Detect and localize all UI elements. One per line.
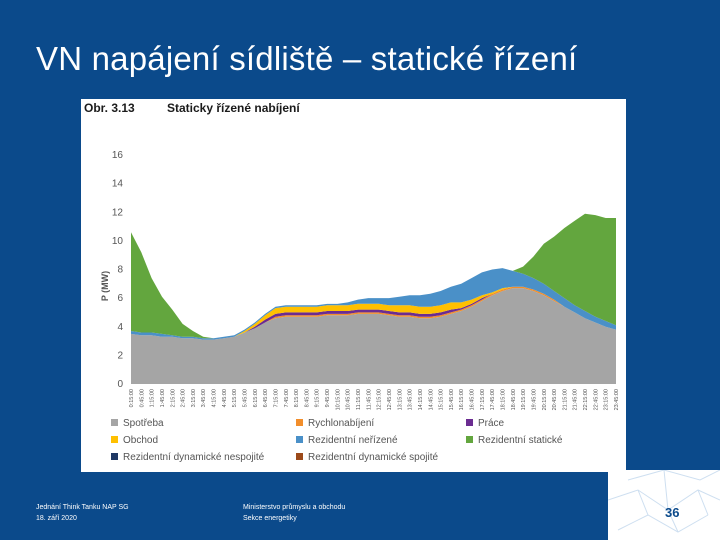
x-tick-label: 18:45:00 [511,389,517,410]
x-tick-label: 5:15:00 [232,389,238,407]
x-tick-label: 2:45:00 [181,389,187,407]
y-tick-label: 0 [117,379,123,390]
legend-swatch-7 [296,453,303,460]
x-tick-label: 7:45:00 [284,389,290,407]
x-tick-label: 1:15:00 [150,389,156,407]
x-tick-label: 11:45:00 [366,389,372,410]
x-tick-label: 20:45:00 [552,389,558,410]
x-tick-label: 3:45:00 [201,389,207,407]
x-tick-label: 18:15:00 [500,389,506,410]
legend-label-5: Rezidentní statické [478,435,563,446]
area-series-5 [131,213,616,339]
area-series-3 [131,286,616,340]
y-tick-label: 10 [112,236,124,247]
legend-swatch-5 [466,436,473,443]
x-tick-label: 15:15:00 [439,389,445,410]
legend-label-1: Rychlonabíjení [308,418,374,429]
area-series-1 [131,286,616,340]
legend-label-3: Obchod [123,435,158,446]
x-tick-label: 16:45:00 [470,389,476,410]
y-tick-label: 14 [112,179,124,190]
y-tick-label: 12 [112,207,124,218]
y-tick-label: 8 [117,265,123,276]
x-tick-label: 14:15:00 [418,389,424,410]
x-tick-label: 23:15:00 [604,389,610,410]
y-tick-label: 6 [117,293,123,304]
chart-card: Obr. 3.13 Staticky řízené nabíjení P (MW… [81,99,626,472]
x-tick-label: 10:15:00 [335,389,341,410]
x-tick-label: 14:45:00 [428,389,434,410]
x-tick-label: 2:15:00 [170,389,176,407]
corner-decoration [608,470,720,540]
figure-number: Obr. 3.13 [84,101,135,115]
x-tick-label: 17:45:00 [490,389,496,410]
y-tick-label: 2 [117,350,123,361]
x-tick-label: 3:15:00 [191,389,197,407]
x-tick-label: 1:45:00 [160,389,166,407]
area-series-4 [131,268,616,340]
x-tick-label: 20:15:00 [542,389,548,410]
ministry-name: Ministerstvo průmyslu a obchodu [243,504,346,511]
legend-swatch-0 [111,419,118,426]
x-tick-label: 8:45:00 [304,389,310,407]
y-tick-label: 4 [117,322,123,333]
x-tick-label: 16:15:00 [459,389,465,410]
x-tick-label: 9:15:00 [315,389,321,407]
x-tick-label: 21:45:00 [573,389,579,410]
page-number: 36 [665,505,680,520]
meeting-date: 18. září 2020 [36,515,77,522]
x-tick-label: 8:15:00 [294,389,300,407]
legend: Spotřeba Rychlonabíjení Práce Obchod Reziden… [111,418,563,463]
legend-swatch-2 [466,419,473,426]
legend-swatch-1 [296,419,303,426]
x-tick-label: 23:45:00 [614,389,620,410]
legend-swatch-6 [111,453,118,460]
x-tick-label: 10:45:00 [346,389,352,410]
x-tick-label: 22:45:00 [593,389,599,410]
x-tick-label: 15:45:00 [449,389,455,410]
x-tick-label: 6:45:00 [263,389,269,407]
x-tick-label: 17:15:00 [480,389,486,410]
legend-label-2: Práce [478,418,505,429]
legend-label-7: Rezidentní dynamické spojité [308,452,439,463]
legend-label-6: Rezidentní dynamické nespojité [123,452,265,463]
x-tick-label: 19:15:00 [521,389,527,410]
x-tick-label: 7:15:00 [273,389,279,407]
y-tick-label: 16 [112,150,124,161]
x-axis-ticks: 0:15:00 0:45:00 1:15:00 1:45:00 2:15:00 2:45:… [129,389,620,410]
x-tick-label: 12:15:00 [377,389,383,410]
legend-label-4: Rezidentní neřízené [308,435,398,446]
y-axis-label: P (MW) [100,271,110,301]
area-chart: Obr. 3.13 Staticky řízené nabíjení P (MW… [84,101,620,463]
area-series-0 [131,288,616,384]
x-tick-label: 9:45:00 [325,389,331,407]
chart-title: Staticky řízené nabíjení [167,101,300,115]
section-name: Sekce energetiky [243,515,297,522]
legend-swatch-3 [111,436,118,443]
x-tick-label: 13:15:00 [397,389,403,410]
footer-left: Jednání Think Tanku NAP SG 18. září 2020 [36,502,129,524]
slide-title: VN napájení sídliště – statické řízení [36,40,578,77]
x-tick-label: 0:45:00 [139,389,145,407]
x-tick-label: 6:15:00 [253,389,259,407]
x-tick-label: 0:15:00 [129,389,135,407]
x-tick-label: 22:15:00 [583,389,589,410]
footer-middle: Ministerstvo průmyslu a obchodu Sekce en… [243,502,345,524]
legend-label-0: Spotřeba [123,418,164,429]
legend-swatch-4 [296,436,303,443]
x-tick-label: 19:45:00 [531,389,537,410]
x-tick-label: 4:15:00 [212,389,218,407]
y-axis-ticks: 0 2 4 6 8 10 12 14 16 [112,150,124,390]
meeting-name: Jednání Think Tanku NAP SG [36,504,129,511]
area-series [131,213,616,384]
x-tick-label: 21:15:00 [562,389,568,410]
x-tick-label: 5:45:00 [243,389,249,407]
x-tick-label: 11:15:00 [356,389,362,410]
x-tick-label: 4:45:00 [222,389,228,407]
x-tick-label: 12:45:00 [387,389,393,410]
x-tick-label: 13:45:00 [408,389,414,410]
